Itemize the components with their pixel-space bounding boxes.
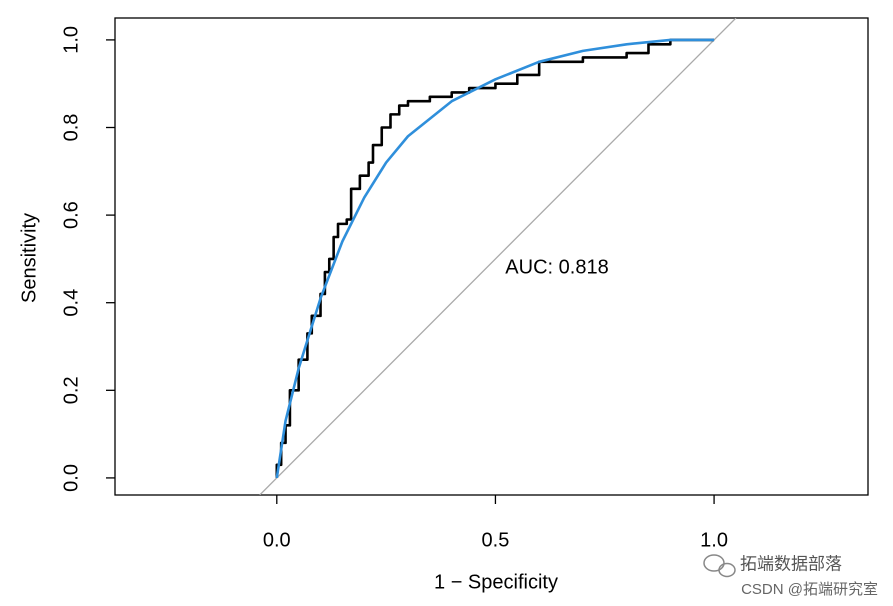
y-tick-label: 0.6	[60, 201, 82, 229]
reference-diagonal	[259, 18, 737, 495]
y-tick-label: 0.2	[60, 376, 82, 404]
x-tick-label: 1.0	[700, 529, 728, 551]
plot-area	[259, 18, 737, 495]
x-axis-label: 1 − Specificity	[434, 571, 558, 593]
x-tick-label: 0.0	[263, 529, 291, 551]
roc-curve	[275, 38, 715, 478]
y-tick-label: 0.0	[60, 464, 82, 492]
y-tick-label: 0.8	[60, 114, 82, 142]
y-tick-label: 0.4	[60, 289, 82, 317]
watermark-subtitle: CSDN @拓端研究室	[741, 581, 878, 598]
auc-annotation: AUC: 0.818	[505, 256, 608, 278]
y-axis-label: Sensitivity	[18, 213, 40, 303]
roc-curve	[275, 38, 715, 479]
watermark-icon	[703, 554, 736, 578]
x-tick-label: 0.5	[482, 529, 510, 551]
watermark-title: 拓端数据部落	[740, 554, 842, 573]
y-tick-label: 1.0	[60, 26, 82, 54]
plot-frame	[114, 17, 869, 496]
